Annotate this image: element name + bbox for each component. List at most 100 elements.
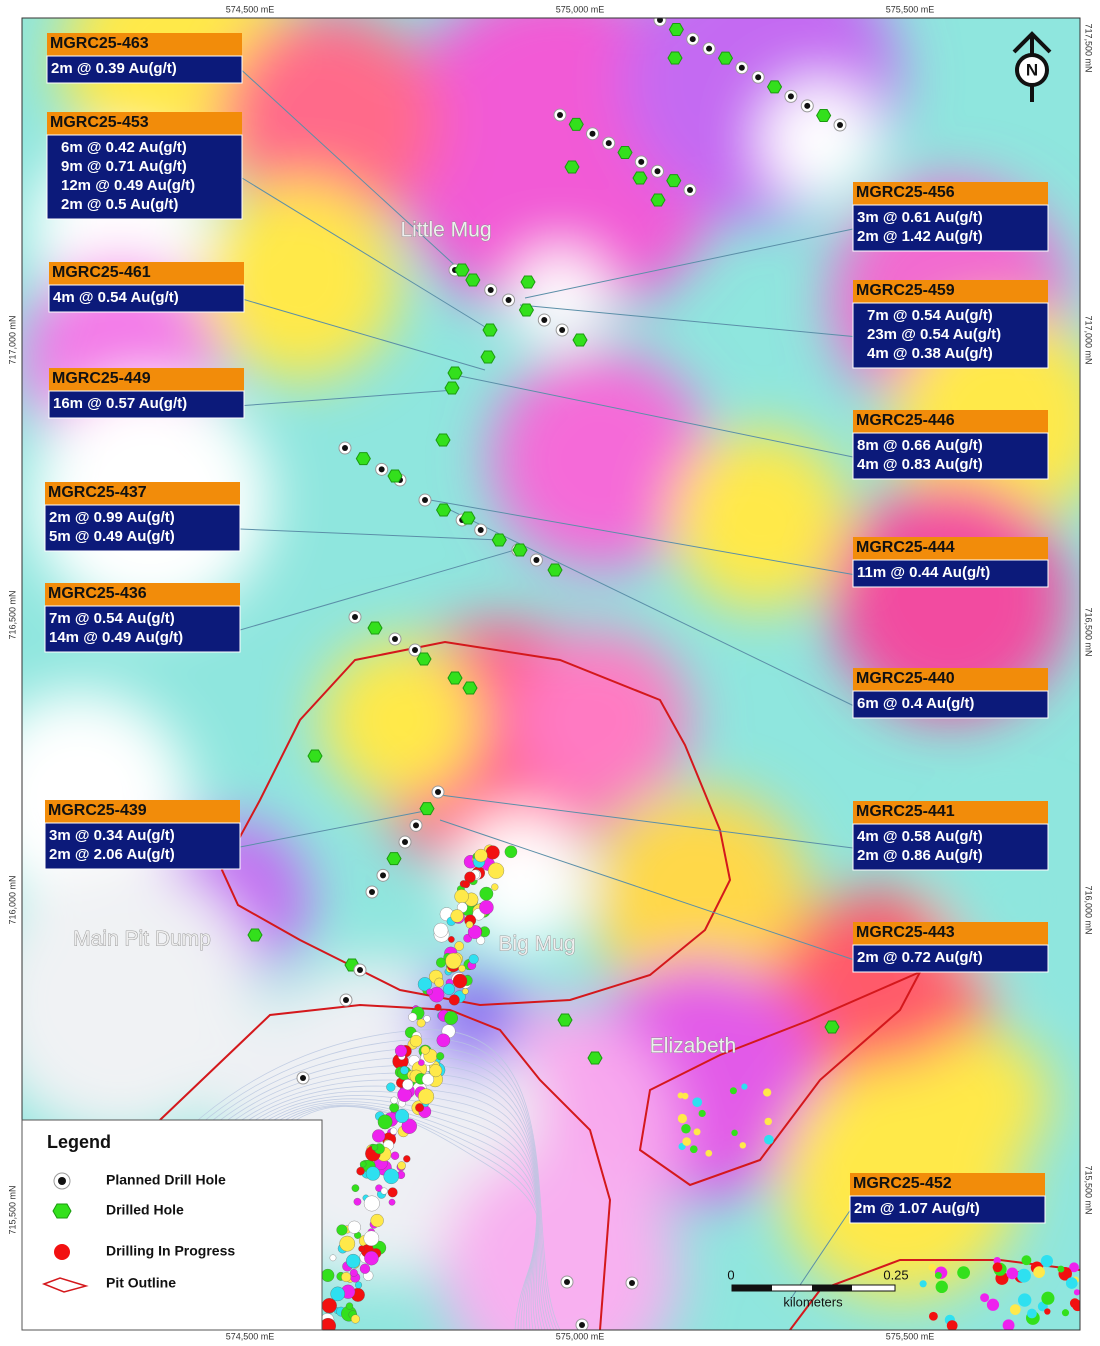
callout-result: 2m @ 1.07 Au(g/t) xyxy=(854,1200,980,1217)
callout-body xyxy=(852,559,1049,588)
hole xyxy=(1009,1304,1021,1315)
callout-id: MGRC25-444 xyxy=(856,539,955,556)
hole xyxy=(371,1144,379,1151)
grid-label: 575,000 mE xyxy=(556,1331,605,1341)
hole xyxy=(1017,1293,1032,1307)
callout-body xyxy=(849,1195,1046,1224)
hole xyxy=(390,1127,398,1135)
drilled-hole xyxy=(617,146,633,159)
hole xyxy=(479,900,494,915)
hole xyxy=(416,1018,426,1028)
grid-label: 717,000 mN xyxy=(7,315,17,364)
planned-hole-center xyxy=(435,789,441,795)
callout-header xyxy=(853,922,1048,945)
hole xyxy=(345,1302,354,1310)
hole xyxy=(485,845,500,860)
drilled-hole xyxy=(247,928,263,942)
hole xyxy=(474,848,488,863)
planned-hole-center xyxy=(689,36,696,43)
hole xyxy=(993,1256,1001,1265)
leader-line xyxy=(243,299,486,371)
hole xyxy=(401,1118,417,1134)
drilled-hole xyxy=(435,503,452,517)
hole xyxy=(415,1103,425,1113)
legend-item: Drilling In Progress xyxy=(106,1243,235,1259)
hole xyxy=(491,883,499,891)
callout-result: 14m @ 0.49 Au(g/t) xyxy=(49,629,183,646)
hole xyxy=(409,1034,423,1048)
hole xyxy=(364,1251,379,1266)
callout-header xyxy=(47,33,242,56)
drilled-hole xyxy=(447,366,463,380)
callout-result: 23m @ 0.54 Au(g/t) xyxy=(867,326,1001,343)
callout-body xyxy=(852,432,1049,480)
labels: 574,500 mE 574,500 mE 575,000 mE 575,000 mE… xyxy=(7,4,1093,1341)
callout: MGRC25-459 7m @ 0.54 Au(g/t) 23m @ 0.54 Au… xyxy=(852,280,1049,369)
hole xyxy=(434,977,444,988)
leader-line xyxy=(439,504,854,706)
planned-hole-center xyxy=(787,93,794,100)
hole xyxy=(350,1268,358,1277)
drilled-hole xyxy=(482,323,498,337)
hole xyxy=(386,1082,396,1092)
hole xyxy=(1065,1277,1078,1289)
callout: MGRC25-449 16m @ 0.57 Au(g/t) xyxy=(48,368,245,419)
drilled-hole xyxy=(307,749,323,763)
drilled-hole xyxy=(816,108,832,122)
callout: MGRC25-463 2m @ 0.39 Au(g/t) xyxy=(46,33,243,84)
drilled-hole xyxy=(557,1013,573,1027)
scale-label: 0 xyxy=(727,1267,734,1282)
hole xyxy=(454,889,469,904)
callout-result: 12m @ 0.49 Au(g/t) xyxy=(61,177,195,194)
grid-label: 716,000 mN xyxy=(7,875,17,924)
hole xyxy=(468,954,479,965)
hole xyxy=(402,1079,414,1091)
legend-item: Planned Drill Hole xyxy=(106,1172,226,1188)
hole xyxy=(403,1155,411,1163)
drilled-hole xyxy=(367,621,383,635)
leader-line xyxy=(439,794,854,849)
planned-hole-center xyxy=(564,1279,570,1285)
callout-header xyxy=(45,583,240,606)
north-arrow: N xyxy=(1012,31,1052,102)
callout: MGRC25-437 2m @ 0.99 Au(g/t) 5m @ 0.49 Au(… xyxy=(44,482,241,552)
hole xyxy=(1017,1268,1031,1283)
hole xyxy=(341,1272,352,1282)
hole xyxy=(353,1197,362,1206)
planned-hole-center xyxy=(541,317,548,323)
hole xyxy=(445,952,462,970)
hole xyxy=(692,1097,703,1108)
hole xyxy=(1021,1255,1032,1266)
hole xyxy=(1027,1308,1037,1319)
hole xyxy=(928,1263,936,1272)
hole xyxy=(705,1149,713,1157)
hole xyxy=(388,1198,396,1206)
planned-hole-center xyxy=(342,445,348,451)
grid-label: 716,500 mN xyxy=(7,590,17,639)
grid-label: 715,500 mN xyxy=(1084,1165,1094,1214)
callout-body xyxy=(852,823,1049,871)
planned-hole-center xyxy=(589,130,596,137)
callout: MGRC25-446 8m @ 0.66 Au(g/t) 4m @ 0.83 Au(… xyxy=(852,410,1049,480)
hole xyxy=(420,1045,430,1055)
callout: MGRC25-439 3m @ 0.34 Au(g/t) 2m @ 2.06 Au(… xyxy=(44,800,241,870)
hole xyxy=(363,1195,380,1212)
planned-hole-center xyxy=(605,140,612,147)
scale-label: 0.25 xyxy=(883,1267,908,1282)
drilled-hole xyxy=(668,23,684,37)
hole xyxy=(731,1129,738,1137)
leader-line xyxy=(454,374,854,458)
pit-outline xyxy=(638,969,923,1187)
planned-hole-center xyxy=(579,1322,585,1328)
callout-header xyxy=(853,801,1048,824)
drilled-hole xyxy=(564,160,580,174)
callout-header xyxy=(853,537,1048,560)
planned-hole-center xyxy=(706,45,713,52)
callout-result: 2m @ 0.72 Au(g/t) xyxy=(857,949,983,966)
hole xyxy=(321,1268,335,1282)
planned-hole-center xyxy=(412,647,418,653)
hole xyxy=(363,1230,380,1247)
callout-result: 11m @ 0.44 Au(g/t) xyxy=(857,564,990,581)
callout-header xyxy=(850,1173,1045,1196)
anomaly xyxy=(590,790,810,1010)
